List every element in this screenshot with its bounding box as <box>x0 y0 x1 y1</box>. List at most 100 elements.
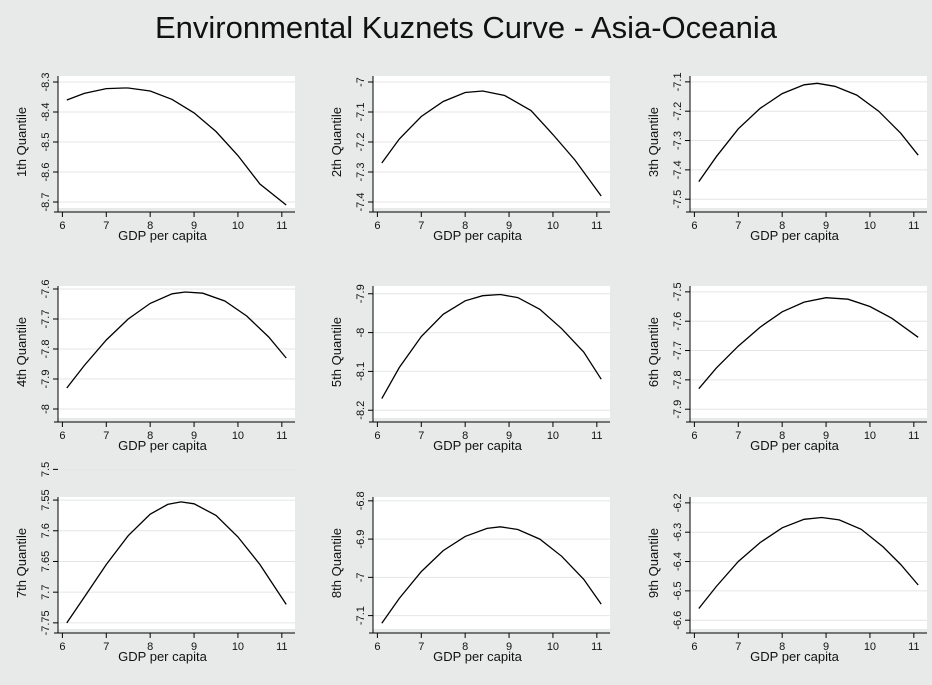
y-tick-label: 7.65 <box>40 551 52 572</box>
chart-panel-9: -6.6 -6.5 -6.4 -6.3 -6.2 6 7 8 9 10 11 GDP per capi… <box>646 493 927 664</box>
y-tick-label: -7.3 <box>672 131 684 150</box>
y-tick-label: -7.9 <box>355 284 367 303</box>
y-tick-label: -8.7 <box>40 193 52 212</box>
chart-panel-2: -7.4 -7.3 -7.2 -7.1 -7 6 7 8 9 10 11 GDP per capita… <box>329 76 610 243</box>
y-tick-label: -8 <box>40 404 52 414</box>
y-axis-label: 1th Quantile <box>14 107 29 177</box>
series-line <box>381 90 602 197</box>
y-tick-label: -7.9 <box>672 400 684 419</box>
y-axis-label: 9th Quantile <box>646 528 661 598</box>
x-tick-label: 10 <box>547 430 559 442</box>
x-tick-label: 6 <box>59 220 65 232</box>
x-tick-label: 8 <box>147 641 153 653</box>
y-tick-label: -7.5 <box>672 282 684 301</box>
series-line <box>698 82 919 182</box>
x-tick-label: 8 <box>779 641 785 653</box>
y-tick-label: -6.8 <box>355 491 367 510</box>
x-tick-label: 11 <box>591 220 602 232</box>
y-tick-label: 7.7 <box>40 585 52 600</box>
x-tick-label: 11 <box>276 430 287 442</box>
y-tick-label: -7.7 <box>672 341 684 360</box>
x-axis-label: GDP per capita <box>750 649 839 664</box>
chart-panel-8: -7.1 -7 -6.9 -6.8 6 7 8 9 10 11 GDP per capita 8th … <box>329 491 610 664</box>
series-line <box>698 297 919 390</box>
x-tick-label: 7 <box>418 430 424 442</box>
y-tick-label: -7.3 <box>355 163 367 182</box>
y-tick-label: -6.2 <box>672 493 684 512</box>
plot-area <box>690 286 927 418</box>
chart-panel-3: -7.5 -7.4 -7.3 -7.2 -7.1 6 7 8 9 10 11 GDP per capi… <box>646 72 927 243</box>
y-tick-label: -8.6 <box>40 163 52 182</box>
y-tick-label: -8.3 <box>40 73 52 92</box>
y-axis-label: 3th Quantile <box>646 107 661 177</box>
y-tick-label: -7.7 <box>40 310 52 329</box>
x-tick-label: 11 <box>276 641 287 653</box>
x-tick-label: 8 <box>147 430 153 442</box>
chart-title: Environmental Kuznets Curve - Asia-Ocean… <box>154 10 777 45</box>
x-tick-label: 9 <box>191 220 197 232</box>
series-line <box>381 526 602 624</box>
x-tick-label: 7 <box>103 220 109 232</box>
y-tick-label: -7.8 <box>672 370 684 389</box>
y-tick-label: -6.6 <box>672 611 684 630</box>
x-tick-label: 6 <box>374 641 380 653</box>
x-tick-label: 10 <box>232 430 244 442</box>
x-tick-label: 11 <box>591 641 602 653</box>
chart-panel-4: -8 -7.9 -7.8 -7.7 -7.6 6 7 8 9 10 11 GDP per capita… <box>14 280 295 453</box>
plot-area <box>58 497 295 629</box>
y-tick-label: -7.4 <box>672 160 684 179</box>
y-tick-label: -8.5 <box>40 133 52 152</box>
chart-panel-1: -8.7 -8.6 -8.5 -8.4 -8.3 6 7 8 9 10 11 GDP per capi… <box>14 73 295 243</box>
x-tick-label: 10 <box>547 641 559 653</box>
x-tick-label: 6 <box>59 430 65 442</box>
x-tick-label: 11 <box>908 430 919 442</box>
x-tick-label: 6 <box>59 641 65 653</box>
x-tick-label: 8 <box>462 220 468 232</box>
y-tick-label: -7.2 <box>672 102 684 121</box>
x-tick-label: 8 <box>147 220 153 232</box>
y-axis-label: 6th Quantile <box>646 317 661 387</box>
y-tick-label: -7.6 <box>672 312 684 331</box>
y-tick-label: -7.2 <box>355 133 367 152</box>
y-tick-label: -7.1 <box>355 606 367 625</box>
y-tick-label: -8.1 <box>355 362 367 381</box>
plot-area <box>373 497 610 629</box>
x-tick-label: 7 <box>735 641 741 653</box>
y-tick-label: -6.4 <box>672 552 684 571</box>
x-tick-label: 9 <box>823 641 829 653</box>
x-tick-label: 7 <box>735 430 741 442</box>
x-tick-label: 9 <box>506 641 512 653</box>
y-tick-label: -7.75 <box>40 610 52 635</box>
x-tick-label: 7 <box>418 641 424 653</box>
plot-area <box>58 286 295 418</box>
chart-panel-5: -8.2 -8.1 -8 -7.9 6 7 8 9 10 11 GDP per capita 5th … <box>329 284 610 453</box>
x-tick-label: 11 <box>591 430 602 442</box>
x-tick-label: 8 <box>462 430 468 442</box>
series-line <box>698 516 919 609</box>
y-tick-label: 7.5 <box>40 462 52 477</box>
x-tick-label: 10 <box>547 220 559 232</box>
y-axis-label: 7th Quantile <box>14 528 29 598</box>
series-line <box>381 293 602 399</box>
x-tick-label: 9 <box>191 641 197 653</box>
y-tick-label: -7 <box>355 572 367 582</box>
y-tick-label: -7.8 <box>40 340 52 359</box>
x-tick-label: 8 <box>779 430 785 442</box>
y-tick-label: -7.4 <box>355 193 367 212</box>
y-tick-label: -7.1 <box>355 103 367 122</box>
x-tick-label: 10 <box>864 641 876 653</box>
x-axis-label: GDP per capita <box>433 649 522 664</box>
x-tick-label: 8 <box>779 220 785 232</box>
y-tick-label: -8 <box>355 328 367 338</box>
series-line <box>66 501 287 624</box>
x-tick-label: 7 <box>103 430 109 442</box>
x-tick-label: 9 <box>823 220 829 232</box>
x-tick-label: 6 <box>374 220 380 232</box>
x-axis-label: GDP per capita <box>433 228 522 243</box>
y-axis-label: 5th Quantile <box>329 317 344 387</box>
x-tick-label: 6 <box>691 641 697 653</box>
x-axis-label: GDP per capita <box>118 228 207 243</box>
y-tick-label: -6.5 <box>672 581 684 600</box>
